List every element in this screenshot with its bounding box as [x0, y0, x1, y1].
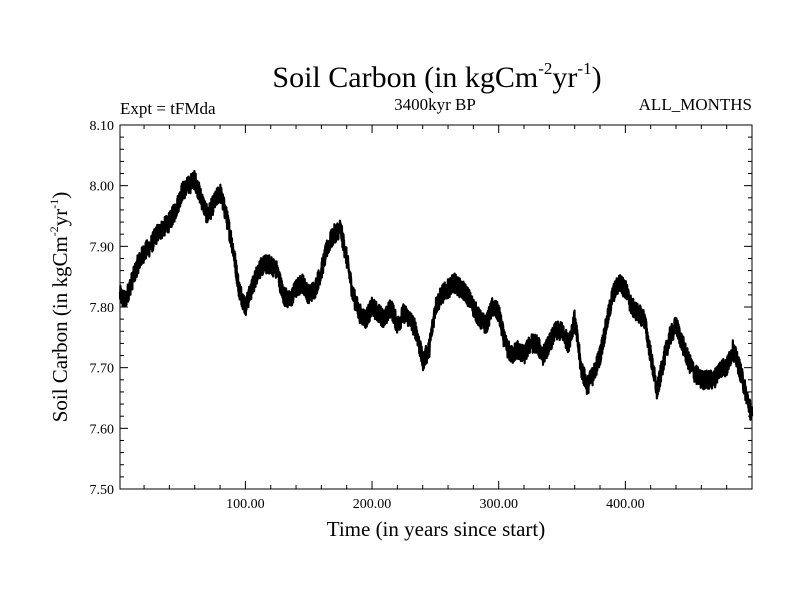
- x-axis: 100.00 200.00 300.00 400.00: [143, 125, 728, 512]
- x-tick-label: 400.00: [606, 497, 645, 512]
- y-tick-label: 7.90: [90, 240, 115, 255]
- months-annotation: ALL_MONTHS: [639, 95, 752, 114]
- chart-title: Soil Carbon (in kgCm-2yr-1): [272, 59, 601, 94]
- x-axis-label: Time (in years since start): [327, 517, 546, 541]
- x-tick-label: 300.00: [479, 497, 518, 512]
- y-tick-label: 7.60: [90, 422, 115, 437]
- y-tick-label: 7.50: [90, 483, 115, 498]
- y-tick-label: 7.70: [90, 362, 115, 377]
- y-axis: 7.50 7.60 7.70 7.80 7.90 8.00 8.10: [90, 119, 752, 498]
- y-tick-label: 8.10: [90, 119, 115, 134]
- x-tick-label: 100.00: [226, 497, 265, 512]
- x-tick-label: 200.00: [353, 497, 392, 512]
- experiment-annotation: Expt = tFMda: [120, 99, 216, 118]
- y-tick-label: 7.80: [90, 301, 115, 316]
- y-tick-label: 8.00: [90, 180, 115, 195]
- soil-carbon-series-line: [118, 169, 754, 421]
- chart-subtitle: 3400kyr BP: [394, 95, 476, 114]
- y-axis-label: Soil Carbon (in kgCm-2yr-1): [47, 192, 72, 423]
